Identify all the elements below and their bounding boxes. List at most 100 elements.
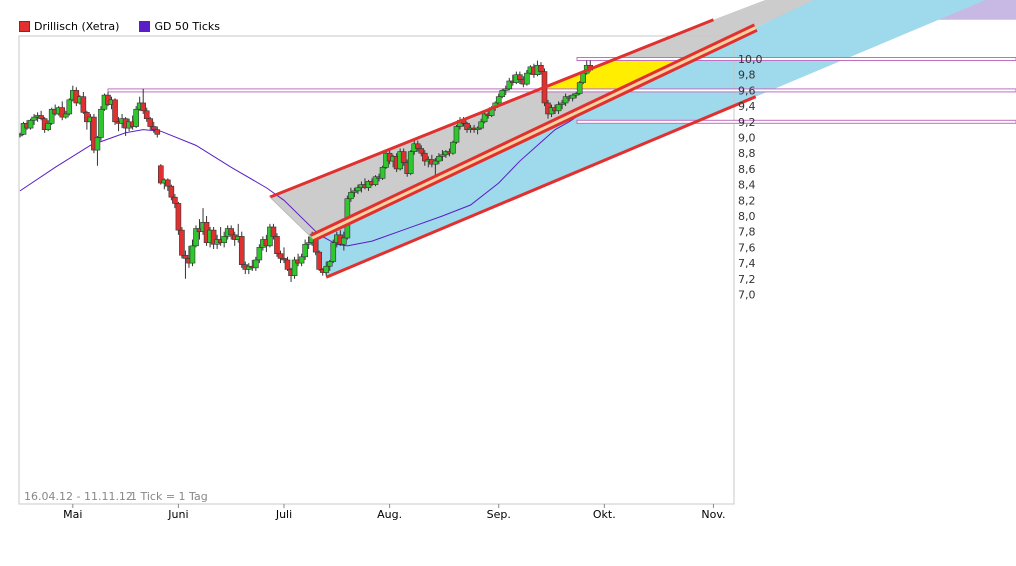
candle <box>147 117 154 130</box>
candle <box>351 187 358 198</box>
candle <box>19 132 23 138</box>
candle <box>502 85 509 96</box>
candle <box>172 194 178 209</box>
candle <box>559 99 565 110</box>
legend-ma-label: GD 50 Ticks <box>154 19 221 33</box>
candle-body <box>140 102 146 112</box>
candle-body <box>38 115 44 119</box>
candle-body <box>407 151 414 174</box>
candle-body <box>228 228 234 236</box>
y-tick-label: 8,6 <box>738 163 756 176</box>
candle-body <box>576 82 583 94</box>
candle-body <box>143 110 150 119</box>
candle <box>91 113 97 154</box>
candle <box>154 126 161 138</box>
candle-body <box>48 108 55 124</box>
candle-body <box>284 259 291 270</box>
candle-body <box>400 151 407 163</box>
candle <box>573 91 579 99</box>
candle-body <box>502 88 509 91</box>
candle <box>326 259 333 271</box>
candle <box>274 233 280 257</box>
candle-body <box>133 108 139 127</box>
candle-body <box>569 94 576 99</box>
candle-body <box>432 160 439 165</box>
candle <box>407 150 414 176</box>
moving-average-layer <box>19 100 605 247</box>
candle-body <box>66 99 73 115</box>
candle-body <box>316 251 323 270</box>
candle-body <box>305 242 312 245</box>
candle-body <box>453 126 460 143</box>
candle <box>418 145 425 157</box>
candle-body <box>172 196 178 204</box>
candle-body <box>355 187 361 192</box>
legend-item-ma: GD 50 Ticks <box>139 20 220 33</box>
candle-body <box>112 99 118 123</box>
candle <box>256 244 263 264</box>
candle <box>506 77 513 91</box>
candle-body <box>147 118 154 127</box>
candle-body <box>91 116 97 151</box>
level-line-0 <box>107 88 1016 93</box>
candle-body <box>62 113 69 118</box>
candle-body <box>506 80 513 90</box>
price-swatch-icon <box>19 20 30 32</box>
candle-body <box>439 154 446 157</box>
fan-connector-line <box>269 196 313 239</box>
footer-tick-info: 1 Tick = 1 Tag <box>130 490 208 503</box>
level-line-1 <box>576 119 1016 124</box>
candle <box>291 256 298 279</box>
middle-channel-line-inner <box>311 26 757 240</box>
candle-body <box>379 167 386 179</box>
candle <box>182 250 189 279</box>
candle-body <box>154 129 161 135</box>
candle <box>524 69 530 86</box>
candle-body <box>179 229 185 256</box>
candle <box>284 256 291 271</box>
candle-body <box>474 127 481 130</box>
y-tick-label: 8,8 <box>738 147 756 160</box>
candle-body <box>478 121 484 129</box>
candle-body <box>341 237 347 245</box>
moving-average-line <box>19 100 605 247</box>
candle-body <box>421 152 428 162</box>
candle <box>133 106 139 129</box>
fill-lower-channel <box>312 0 986 278</box>
x-tick-label: Sep. <box>487 508 511 521</box>
candle-body <box>559 102 565 105</box>
y-tick-label: 7,0 <box>738 289 756 302</box>
candle <box>499 88 506 99</box>
candle <box>478 118 484 130</box>
candle <box>450 140 456 155</box>
x-tick-label: Juli <box>275 508 292 521</box>
candle <box>66 98 73 116</box>
candle <box>481 112 488 124</box>
candle-body <box>277 253 284 259</box>
candle-body <box>573 93 579 96</box>
candle <box>158 164 164 185</box>
candle <box>555 101 562 114</box>
fill-resistance-band <box>536 59 690 91</box>
candle <box>439 150 446 162</box>
candle-body <box>414 143 421 149</box>
footer-date-range: 16.04.12 - 11.11.12 <box>24 490 133 503</box>
candle <box>355 184 361 195</box>
candle-body <box>175 203 182 231</box>
candle <box>253 256 259 271</box>
candle <box>150 121 157 133</box>
candle-body <box>298 256 305 264</box>
candle <box>348 187 354 202</box>
candle-body <box>326 261 333 267</box>
candle-body <box>464 123 470 130</box>
candle-body <box>274 236 280 254</box>
candle <box>379 165 386 180</box>
candle <box>436 153 442 165</box>
candle <box>179 226 185 259</box>
candle <box>277 250 284 264</box>
candle-body <box>524 72 530 85</box>
candle <box>323 261 330 276</box>
candle-body <box>253 259 259 269</box>
channel-lines <box>269 18 758 279</box>
x-tick-label: Aug. <box>377 508 402 521</box>
